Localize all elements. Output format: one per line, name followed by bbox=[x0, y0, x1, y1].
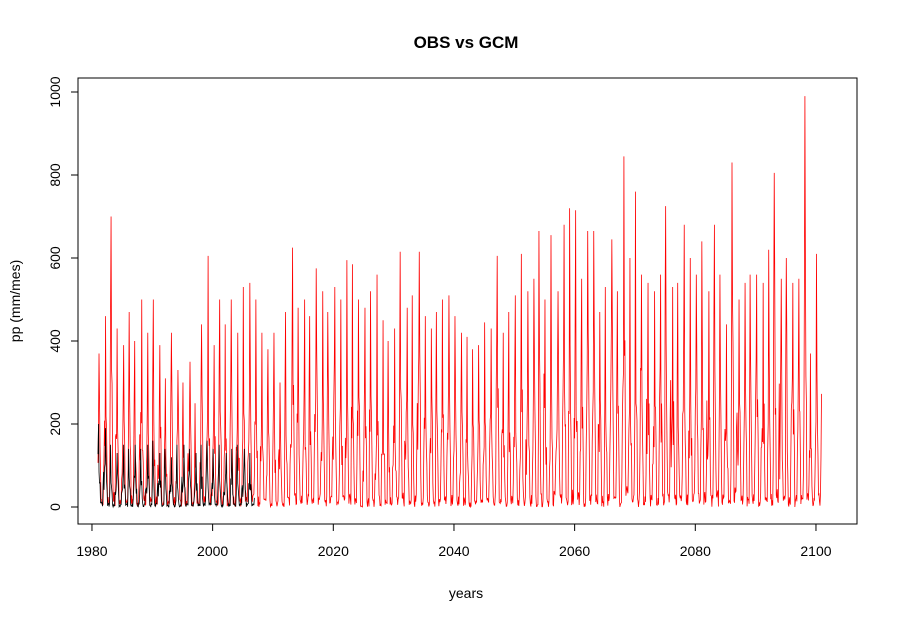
chart-title: OBS vs GCM bbox=[414, 33, 519, 52]
y-tick-label: 600 bbox=[47, 246, 63, 270]
x-axis: 1980 2000 2020 2040 2060 2080 2100 bbox=[76, 523, 832, 559]
series-layer bbox=[97, 96, 822, 509]
plot-area bbox=[97, 96, 822, 509]
x-tick-label: 2040 bbox=[438, 543, 469, 559]
y-axis: 0 200 400 600 800 1000 bbox=[47, 76, 79, 511]
y-tick-label: 200 bbox=[47, 412, 63, 436]
y-tick-label: 800 bbox=[47, 163, 63, 187]
x-tick-label: 2060 bbox=[559, 543, 590, 559]
x-tick-label: 1980 bbox=[76, 543, 107, 559]
y-tick-label: 0 bbox=[47, 503, 63, 511]
y-tick-label: 1000 bbox=[47, 76, 63, 107]
x-tick-label: 2100 bbox=[800, 543, 831, 559]
x-tick-label: 2020 bbox=[318, 543, 349, 559]
x-tick-label: 2080 bbox=[680, 543, 711, 559]
y-tick-label: 400 bbox=[47, 329, 63, 353]
x-tick-label: 2000 bbox=[197, 543, 228, 559]
y-axis-label: pp (mm/mes) bbox=[7, 260, 23, 342]
x-axis-label: years bbox=[449, 585, 483, 601]
series-line-black bbox=[97, 423, 255, 509]
